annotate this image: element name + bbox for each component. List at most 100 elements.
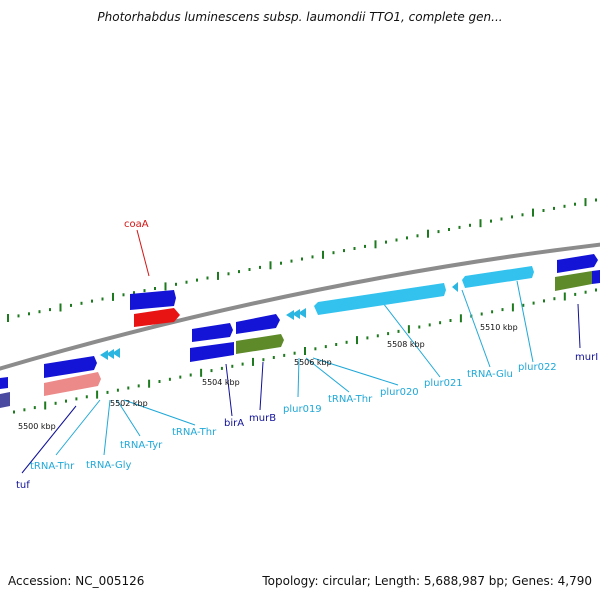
trna-arrowheads (100, 282, 458, 360)
gene-label-plur019[interactable]: plur019 (283, 404, 322, 415)
gene-label-murI[interactable]: murI (575, 352, 598, 363)
minor-tick (418, 325, 421, 329)
gene-olive-right[interactable] (555, 271, 592, 291)
gene-label-murB[interactable]: murB (249, 413, 276, 424)
major-tick (374, 240, 377, 249)
major-tick (563, 292, 566, 301)
gene-label-trna-thr[interactable]: tRNA-Thr (328, 394, 373, 405)
major-tick (96, 390, 99, 399)
gene-label-trna-gly[interactable]: tRNA-Gly (86, 460, 131, 471)
minor-tick (595, 288, 597, 292)
minor-tick (91, 299, 93, 303)
minor-tick (154, 287, 156, 290)
gene-label-coaA[interactable]: coaA (124, 219, 149, 230)
minor-tick (574, 202, 576, 206)
minor-tick (364, 244, 366, 248)
gene-blue-4[interactable] (44, 356, 97, 378)
leader-line-plur021 (375, 293, 441, 378)
trna-arrow-1[interactable] (100, 350, 108, 360)
leader-line-birA (225, 363, 233, 417)
minor-tick (189, 373, 192, 377)
trna-arrow-2[interactable] (106, 349, 114, 359)
trna-arrow-4[interactable] (286, 310, 294, 320)
minor-tick (490, 219, 492, 223)
major-tick (44, 401, 47, 410)
major-tick (148, 379, 151, 388)
trna-arrow-3[interactable] (112, 348, 120, 358)
ruler-label: 5510 kbp (480, 323, 518, 332)
gene-label-trna-thr[interactable]: tRNA-Thr (172, 427, 217, 438)
minor-tick (395, 238, 398, 242)
minor-tick (543, 299, 545, 303)
gene-pink[interactable] (44, 372, 101, 396)
gene-indigo-edge[interactable] (0, 392, 10, 408)
gene-light-blue-2[interactable] (462, 266, 534, 288)
minor-tick (542, 209, 545, 212)
minor-tick (272, 356, 275, 359)
minor-tick (324, 345, 327, 349)
trna-arrow-6[interactable] (298, 308, 306, 318)
gene-blue-coaA-upper[interactable] (130, 290, 176, 310)
minor-tick (227, 272, 230, 276)
gene-light-blue-1[interactable] (314, 283, 446, 315)
leader-line-tuf (21, 405, 77, 474)
gene-label-plur021[interactable]: plur021 (424, 378, 463, 389)
gene-blue-2[interactable] (236, 314, 280, 334)
gene-label-birA[interactable]: birA (224, 418, 244, 429)
minor-tick (314, 347, 317, 351)
minor-tick (196, 278, 198, 282)
major-tick (7, 314, 9, 322)
gene-blue-1[interactable] (192, 323, 233, 342)
ruler-label: 5508 kbp (387, 340, 425, 349)
minor-tick (290, 259, 293, 263)
minor-tick (563, 204, 566, 208)
minor-tick (406, 236, 408, 240)
gene-blue-5[interactable] (190, 342, 234, 362)
ruler-label: 5506 kbp (294, 358, 332, 367)
minor-tick (116, 388, 119, 392)
gene-label-plur022[interactable]: plur022 (518, 362, 557, 373)
gene-label-trna-glu[interactable]: tRNA-Glu (467, 369, 513, 380)
minor-tick (345, 340, 348, 344)
minor-tick (301, 257, 303, 261)
minor-tick (353, 247, 356, 250)
gene-olive-murB[interactable] (236, 334, 284, 354)
major-tick (304, 347, 306, 355)
minor-tick (449, 319, 452, 322)
major-tick (511, 303, 514, 312)
gene-label-trna-tyr[interactable]: tRNA-Tyr (120, 440, 163, 451)
minor-tick (65, 399, 67, 403)
leader-line-trna-thr-1 (55, 399, 101, 456)
genome-title: Photorhabdus luminescens subsp. laumondi… (97, 10, 503, 24)
reverse-strand-genes (0, 270, 600, 408)
minor-tick (75, 397, 78, 401)
major-tick (164, 282, 167, 291)
gene-blue-3[interactable] (557, 254, 598, 273)
minor-tick (106, 390, 109, 394)
gene-label-plur020[interactable]: plur020 (380, 387, 419, 398)
leader-line-murB (259, 361, 264, 411)
gene-labels: coaA tuf tRNA-Thr tRNA-Gly tRNA-Tyr tRNA… (16, 219, 598, 491)
gene-label-trna-thr[interactable]: tRNA-Thr (30, 461, 75, 472)
trna-arrow-7[interactable] (452, 282, 458, 292)
major-tick (322, 250, 324, 259)
minor-tick (137, 384, 140, 388)
ruler-label: 5504 kbp (202, 378, 240, 387)
minor-tick (293, 351, 296, 355)
minor-tick (366, 336, 369, 340)
label-leader-lines (21, 229, 581, 474)
minor-tick (17, 314, 20, 318)
trna-arrow-5[interactable] (292, 309, 300, 319)
minor-tick (33, 406, 36, 410)
gene-blue-right-lower[interactable] (592, 270, 600, 284)
minor-tick (385, 240, 387, 244)
minor-tick (241, 362, 244, 366)
gene-blue-edge[interactable] (0, 377, 8, 389)
minor-tick (553, 297, 556, 301)
leader-line-coaA (136, 229, 150, 277)
leader-line-plur020 (312, 357, 399, 386)
gene-label-tuf[interactable]: tuf (16, 480, 30, 491)
gene-coaA[interactable] (134, 308, 180, 327)
